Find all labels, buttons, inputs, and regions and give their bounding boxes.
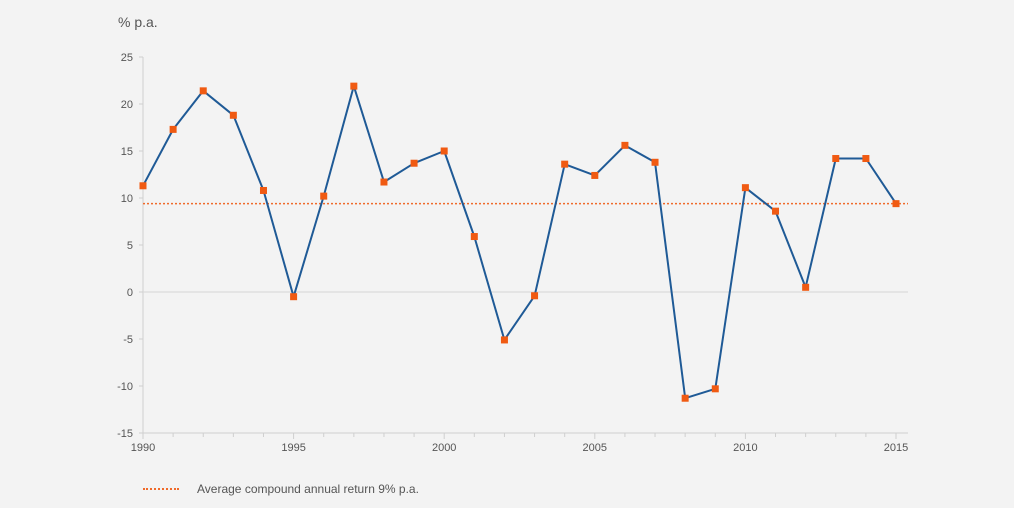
x-tick-label: 2010: [733, 442, 757, 454]
y-tick-label: -5: [123, 334, 133, 346]
y-tick-label: 5: [127, 240, 133, 252]
y-axis-unit-label: % p.a.: [118, 14, 158, 30]
data-point-1993: [229, 111, 237, 119]
data-point-2001: [470, 233, 478, 241]
x-tick-label: 2000: [432, 442, 456, 454]
y-tick-label: 10: [121, 193, 133, 205]
legend-swatch-dotted-line: [143, 488, 179, 490]
data-point-2005: [591, 171, 599, 179]
data-point-1998: [380, 178, 388, 186]
x-tick-label: 2015: [884, 442, 908, 454]
legend-label: Average compound annual return 9% p.a.: [197, 482, 419, 496]
data-point-1992: [199, 87, 207, 95]
data-point-2004: [561, 160, 569, 168]
data-point-1996: [320, 192, 328, 200]
data-point-2009: [711, 385, 719, 393]
y-tick-label: -10: [117, 381, 133, 393]
data-point-1995: [290, 293, 298, 301]
legend: Average compound annual return 9% p.a.: [143, 482, 419, 496]
data-point-1997: [350, 82, 358, 90]
x-tick-label: 1995: [281, 442, 305, 454]
data-point-2006: [621, 141, 629, 149]
data-point-2011: [772, 207, 780, 215]
x-tick-label: 1990: [131, 442, 155, 454]
data-point-1994: [259, 186, 267, 194]
y-tick-label: 0: [127, 287, 133, 299]
data-point-2015: [892, 200, 900, 208]
data-point-2010: [741, 184, 749, 192]
x-tick-label: 2005: [583, 442, 607, 454]
data-point-2012: [802, 283, 810, 291]
data-point-2003: [531, 292, 539, 300]
data-point-2007: [651, 158, 659, 166]
data-point-1991: [169, 125, 177, 133]
y-tick-label: 20: [121, 99, 133, 111]
data-point-2008: [681, 394, 689, 402]
data-point-2000: [440, 147, 448, 155]
data-point-2002: [500, 336, 508, 344]
data-point-2013: [832, 155, 840, 163]
y-tick-label: 15: [121, 146, 133, 158]
y-tick-label: 25: [121, 52, 133, 64]
data-point-1999: [410, 159, 418, 167]
data-point-1990: [139, 182, 147, 190]
annual-return-line: [142, 85, 897, 400]
data-point-2014: [862, 155, 870, 163]
y-tick-label: -15: [117, 428, 133, 440]
